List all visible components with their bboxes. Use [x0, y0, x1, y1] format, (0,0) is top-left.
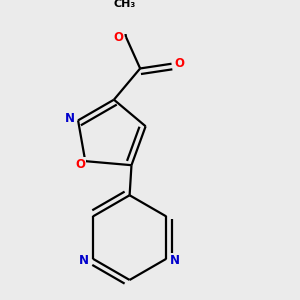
- Text: O: O: [174, 57, 184, 70]
- Text: N: N: [79, 254, 89, 267]
- Text: CH₃: CH₃: [113, 0, 136, 9]
- Text: O: O: [113, 31, 123, 44]
- Text: N: N: [170, 254, 180, 267]
- Text: N: N: [65, 112, 75, 125]
- Text: O: O: [76, 158, 85, 171]
